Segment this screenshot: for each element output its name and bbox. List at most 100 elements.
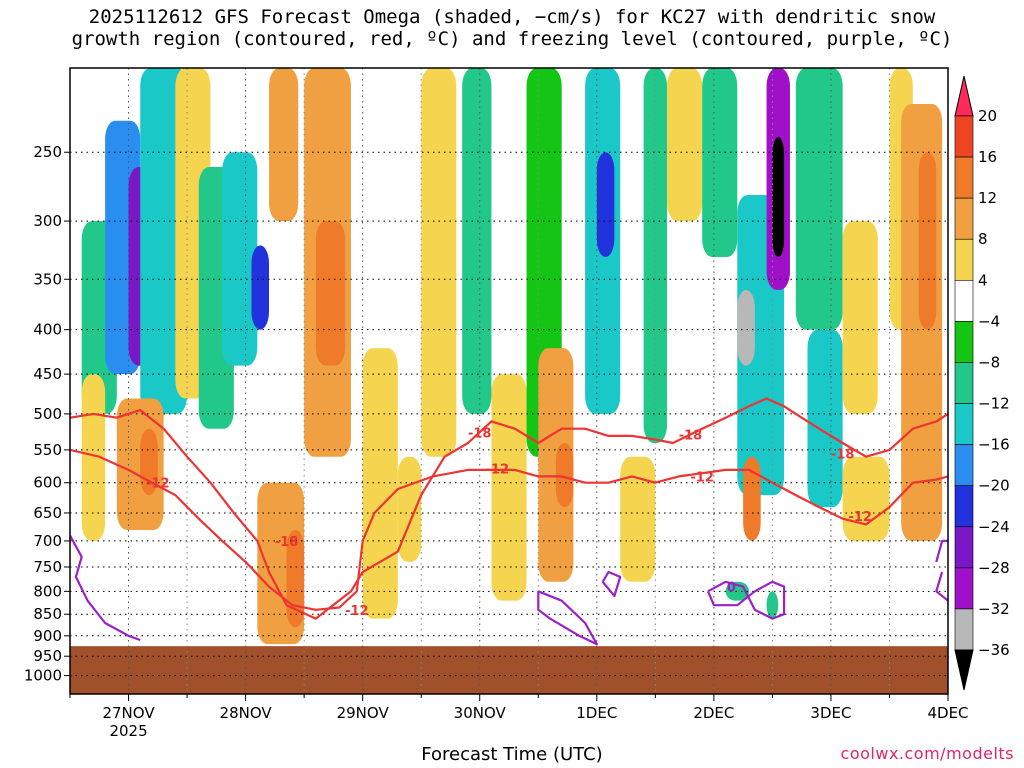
omega-cell-37 (842, 221, 878, 414)
contour-freeze-0a (70, 534, 141, 642)
omega-cell-29 (702, 68, 738, 258)
colorbar-bin-3 (954, 197, 974, 240)
colorbar-bin-4 (954, 238, 974, 281)
colorbar-label-3: 8 (978, 230, 988, 248)
colorbar-bin-2 (954, 156, 974, 199)
y-tick-label-450: 450 (33, 365, 62, 383)
y-tick-label-600: 600 (33, 474, 62, 492)
x-tick-label-3DEC: 3DEC (810, 704, 851, 722)
ground-fill (70, 646, 948, 694)
omega-cell-23 (555, 442, 574, 508)
contour-label--18-1: -18 (679, 428, 703, 443)
x-tick-label-4DEC: 4DEC (927, 704, 968, 722)
omega-cell-25 (596, 152, 615, 258)
omega-cell-33 (772, 136, 785, 258)
omega-cell-26 (620, 456, 656, 582)
contour-label--12-2: -12 (690, 470, 714, 485)
colorbar-label-13: −36 (978, 641, 1010, 659)
contour-label--12-0: -12 (146, 477, 170, 492)
colorbar-label-9: −20 (978, 477, 1010, 495)
contour-label--12-3: -12 (848, 510, 872, 525)
omega-cell-10 (251, 245, 270, 330)
y-tick-label-850: 850 (33, 605, 62, 623)
contour-freeze-0e (935, 539, 948, 563)
y-tick-label-750: 750 (33, 558, 62, 576)
omega-cell-15 (315, 221, 346, 366)
colorbar-label-6: −8 (978, 353, 1000, 371)
colorbar-bin-11 (954, 526, 974, 569)
y-tick-label-900: 900 (33, 627, 62, 645)
omega-cell-28 (667, 68, 703, 222)
omega-cell-36 (807, 329, 843, 508)
colorbar-label-5: −4 (978, 312, 1000, 330)
x-tick-label-29NOV: 29NOV (337, 704, 390, 722)
colorbar-bin-1 (954, 115, 974, 158)
y-tick-label-500: 500 (33, 405, 62, 423)
y-tick-label-300: 300 (33, 212, 62, 230)
omega-cell-18 (421, 68, 457, 457)
x-tick-label-28NOV: 28NOV (220, 704, 273, 722)
contour-label--18-3: -18 (275, 535, 299, 550)
omega-cell-19 (462, 68, 492, 414)
y-axis: 250 300 350 400 450 500 550 600 650 700 750 800 850 9… (24, 143, 70, 685)
colorbar-label-1: 16 (978, 148, 997, 166)
contour-label--12-4: -12 (345, 604, 369, 619)
contour-lines: -18 -18 -18 -18 -12 -12 -12 -12 -12 0 (70, 397, 948, 646)
colorbar-label-12: −32 (978, 600, 1010, 618)
colorbar: 20 16 12 8 4 −4 −8 −12 −16 −20 −24 −28 −32 −36 (954, 75, 1010, 691)
colorbar-bin-6 (954, 321, 974, 363)
y-tick-label-350: 350 (33, 270, 62, 288)
y-tick-label-800: 800 (33, 582, 62, 600)
contour-freeze-0f (935, 571, 948, 602)
y-tick-label-550: 550 (33, 441, 62, 459)
colorbar-bin-10 (954, 485, 974, 528)
y-tick-label-650: 650 (33, 504, 62, 522)
y-tick-label-400: 400 (33, 321, 62, 339)
colorbar-label-7: −12 (978, 395, 1010, 413)
omega-cell-43 (766, 591, 779, 619)
colorbar-label-10: −24 (978, 518, 1010, 536)
omega-cell-9 (222, 152, 258, 366)
y-tick-label-250: 250 (33, 143, 62, 161)
chart-title: 2025112612 GFS Forecast Omega (shaded, −… (71, 6, 953, 50)
y-tick-label-700: 700 (33, 532, 62, 550)
colorbar-bin-8 (954, 403, 974, 445)
contour-label--12-1: -12 (486, 463, 510, 478)
x-tick-label-27NOV: 27NOV (102, 704, 155, 722)
colorbar-bin-13 (954, 608, 974, 651)
omega-cell-34 (743, 456, 761, 541)
y-tick-label-950: 950 (33, 647, 62, 665)
colorbar-bin-9 (954, 444, 974, 486)
contour-label--18-2: -18 (831, 447, 855, 462)
colorbar-label-0: 20 (978, 107, 997, 125)
omega-cell-31 (737, 289, 755, 366)
plot-frame (69, 67, 949, 695)
colorbar-bottom-arrow (954, 649, 974, 691)
colorbar-label-4: 4 (978, 271, 988, 289)
ground-surface (70, 646, 948, 694)
x-tick-label-1DEC: 1DEC (576, 704, 617, 722)
colorbar-label-2: 12 (978, 189, 997, 207)
x-tick-sublabel-2025: 2025 (109, 722, 147, 740)
omega-cell-16 (362, 348, 398, 619)
x-tick-label-30NOV: 30NOV (454, 704, 507, 722)
x-axis-title: Forecast Time (UTC) (421, 744, 603, 765)
colorbar-bin-5 (954, 280, 974, 322)
omega-cell-17 (397, 456, 422, 562)
y-tick-label-1000: 1000 (24, 667, 62, 685)
grid-lines (69, 68, 949, 694)
contour-dgz--18 (70, 397, 948, 620)
colorbar-top-arrow (954, 75, 974, 117)
colorbar-bin-7 (954, 362, 974, 404)
contour-label-0c-0: 0 (727, 581, 736, 596)
omega-cell-41 (918, 152, 937, 330)
omega-cell-38 (842, 456, 890, 541)
colorbar-bin-12 (954, 567, 974, 610)
colorbar-label-11: −28 (978, 559, 1010, 577)
x-tick-label-2DEC: 2DEC (693, 704, 734, 722)
contour-freeze-0b (537, 590, 598, 646)
contour-dgz--12 (70, 448, 948, 611)
omega-cell-35 (795, 68, 843, 330)
